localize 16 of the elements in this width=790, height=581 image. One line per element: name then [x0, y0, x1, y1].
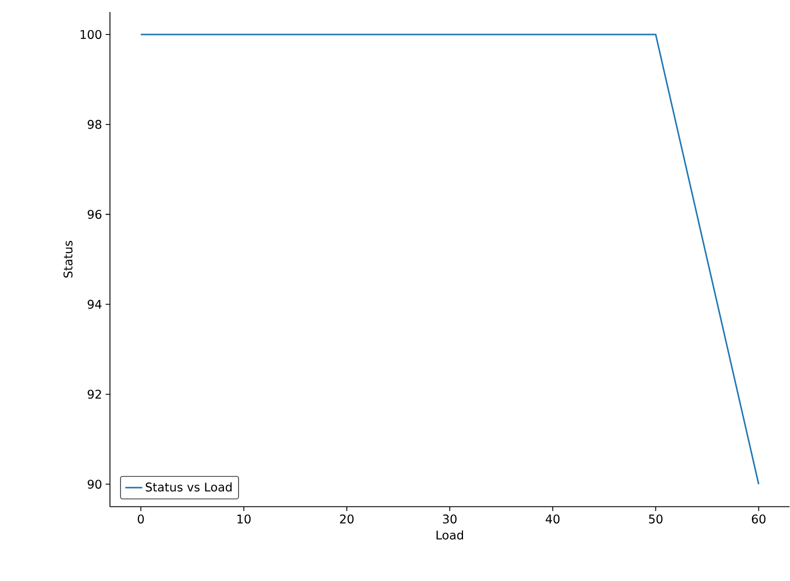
- x-tick-label: 0: [138, 514, 144, 524]
- x-tick-label: 10: [238, 514, 251, 524]
- y-tick-label: 92: [88, 390, 101, 399]
- y-tick-label: 98: [88, 120, 102, 130]
- x-tick-label: 60: [752, 514, 766, 524]
- x-tick-label: 20: [340, 514, 354, 524]
- x-tick-label: 40: [546, 514, 560, 524]
- y-tick-label: 90: [88, 480, 102, 489]
- y-tick-label: 96: [88, 210, 102, 220]
- x-tick-label: 30: [443, 514, 457, 524]
- y-axis-title: Status: [63, 241, 73, 278]
- x-axis-title: Load: [436, 530, 463, 540]
- legend-label: Status vs Load: [146, 482, 232, 492]
- y-tick-label: 94: [88, 300, 102, 310]
- y-tick-label: 100: [80, 30, 102, 40]
- x-tick-label: 50: [649, 514, 662, 524]
